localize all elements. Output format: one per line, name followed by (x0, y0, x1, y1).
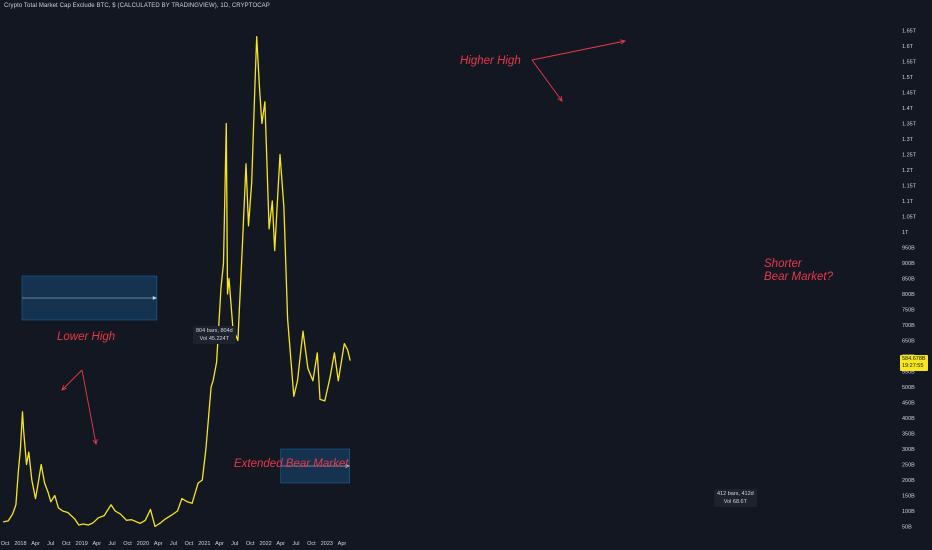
x-tick-label: Apr (215, 541, 224, 547)
measure-arrowhead-2 (345, 464, 350, 468)
x-tick-label: 2020 (137, 541, 149, 547)
x-tick-label: Oct (1, 541, 10, 547)
current-price-tag: 584.678B 19:27:55 (900, 354, 928, 371)
arrow-lower-high-left-head (61, 385, 67, 391)
y-axis: 50B 100B 150B 200B 250B 300B 350B 400B 450B 500B 5… (902, 29, 917, 531)
x-tick-label: Jul (170, 541, 177, 547)
y-tick-label: 950B (902, 246, 915, 252)
x-tick-label: Jul (292, 541, 299, 547)
y-tick-label: 500B (902, 385, 915, 391)
x-tick-label: Apr (93, 541, 102, 547)
y-tick-label: 400B (902, 416, 915, 422)
y-tick-label: 150B (902, 494, 915, 500)
y-tick-label: 550B (902, 370, 915, 376)
y-tick-label: 350B (902, 432, 915, 438)
annotation-higher-high[interactable]: Higher High (460, 55, 521, 67)
y-tick-label: 650B (902, 339, 915, 345)
y-tick-label: 1.15T (902, 184, 917, 190)
x-tick-label: Oct (185, 541, 194, 547)
y-tick-label: 850B (902, 277, 915, 283)
arrow-higher-high-right (531, 40, 626, 61)
current-price-countdown: 19:27:55 (902, 362, 924, 369)
arrow-higher-high-down (531, 59, 563, 102)
y-tick-label: 750B (902, 308, 915, 314)
x-tick-label: 2018 (14, 541, 26, 547)
x-tick-label: Apr (154, 541, 163, 547)
y-tick-label: 1T (902, 230, 909, 236)
measure-label-1-bars: 804 bars, 804d (196, 328, 233, 334)
y-tick-label: 450B (902, 401, 915, 407)
x-axis: Oct 2018 Apr Jul Oct 2019 Apr Jul Oct 2020 Apr Jul O… (1, 541, 347, 547)
measure-label-2: 412 bars, 412d Vol 68.6T (714, 489, 757, 507)
annotation-shorter-line1: Shorter (764, 258, 802, 270)
arrow-higher-high-right-head (620, 39, 627, 45)
y-tick-label: 1.6T (902, 44, 914, 50)
annotation-shorter-line2: Bear Market? (764, 271, 834, 283)
x-tick-label: Apr (31, 541, 40, 547)
x-tick-label: Jul (109, 541, 116, 547)
annotation-lower-high[interactable]: Lower High (57, 331, 116, 343)
y-tick-label: 1.3T (902, 137, 914, 143)
y-tick-label: 900B (902, 261, 915, 267)
x-tick-label: Oct (246, 541, 255, 547)
y-tick-label: 1.4T (902, 106, 914, 112)
arrow-lower-high-right-head (92, 439, 98, 446)
measure-label-2-bars: 412 bars, 412d (717, 491, 754, 497)
x-tick-label: Jul (47, 541, 54, 547)
annotation-shorter-bear-market[interactable]: Shorter Bear Market? (764, 258, 833, 284)
current-price-value: 584.678B (902, 355, 926, 362)
x-tick-label: Oct (62, 541, 71, 547)
measure-label-2-vol: Vol 68.6T (723, 499, 747, 505)
arrow-lower-high-right (81, 369, 97, 445)
x-tick-label: Apr (276, 541, 285, 547)
y-tick-label: 1.2T (902, 168, 914, 174)
y-tick-label: 800B (902, 292, 915, 298)
arrow-lower-high-left (61, 369, 83, 391)
price-series-line (3, 36, 351, 528)
y-tick-label: 1.5T (902, 75, 914, 81)
measure-label-1: 804 bars, 804d Vol 45.224T (193, 326, 236, 344)
y-tick-label: 1.05T (902, 215, 917, 221)
y-tick-label: 300B (902, 447, 915, 453)
x-tick-label: 2021 (198, 541, 210, 547)
y-tick-label: 1.55T (902, 60, 917, 66)
y-tick-label: 1.35T (902, 122, 917, 128)
y-tick-label: 1.45T (902, 91, 917, 97)
arrow-higher-high-down-head (557, 96, 563, 102)
y-tick-label: 250B (902, 463, 915, 469)
x-tick-label: Oct (123, 541, 132, 547)
y-tick-label: 200B (902, 478, 915, 484)
x-tick-label: Oct (307, 541, 316, 547)
y-tick-label: 100B (902, 509, 915, 515)
chart-title: Crypto Total Market Cap Exclude BTC, $ (… (4, 3, 270, 9)
x-tick-label: 2022 (259, 541, 271, 547)
y-tick-label: 50B (902, 525, 912, 531)
annotation-arrows (61, 39, 627, 446)
x-tick-label: Jul (231, 541, 238, 547)
measure-label-1-vol: Vol 45.224T (199, 336, 230, 342)
y-tick-label: 1.65T (902, 29, 917, 35)
y-tick-label: 700B (902, 323, 915, 329)
x-tick-label: 2023 (321, 541, 333, 547)
x-tick-label: Apr (338, 541, 347, 547)
measure-boxes (21, 275, 350, 484)
x-tick-label: 2019 (76, 541, 88, 547)
annotation-extended-bear-market[interactable]: Extended Bear Market (234, 458, 349, 470)
y-tick-label: 1.25T (902, 153, 917, 159)
y-tick-label: 1.1T (902, 199, 914, 205)
measure-arrowhead-1 (152, 296, 157, 300)
